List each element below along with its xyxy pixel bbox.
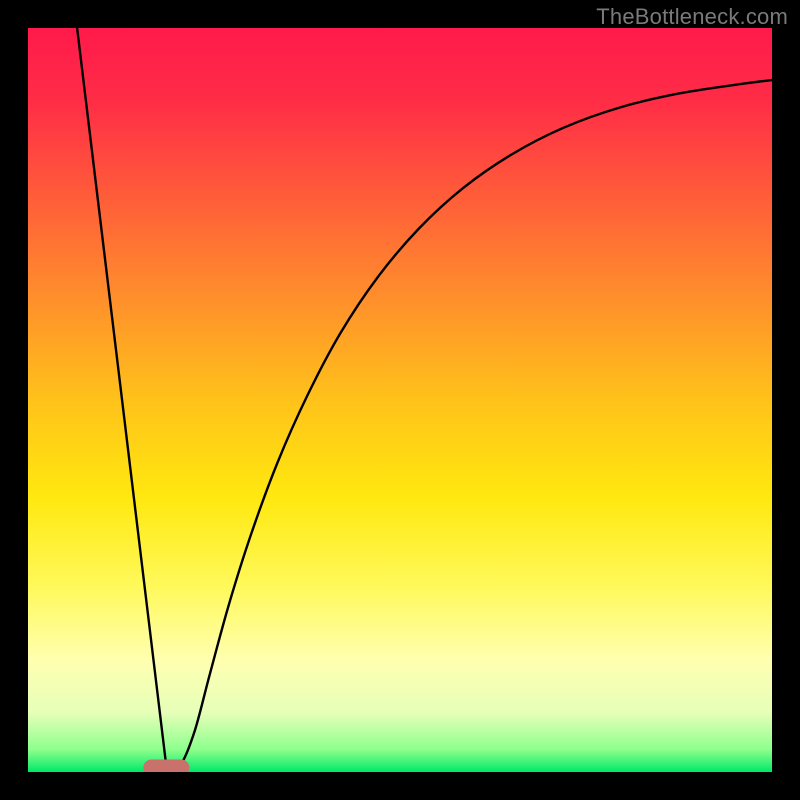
bottleneck-chart	[0, 0, 800, 800]
watermark-text: TheBottleneck.com	[596, 4, 788, 30]
border-right	[772, 0, 800, 800]
plot-background	[28, 28, 772, 772]
chart-root: { "watermark": { "text": "TheBottleneck.…	[0, 0, 800, 800]
border-bottom	[0, 772, 800, 800]
border-left	[0, 0, 28, 800]
